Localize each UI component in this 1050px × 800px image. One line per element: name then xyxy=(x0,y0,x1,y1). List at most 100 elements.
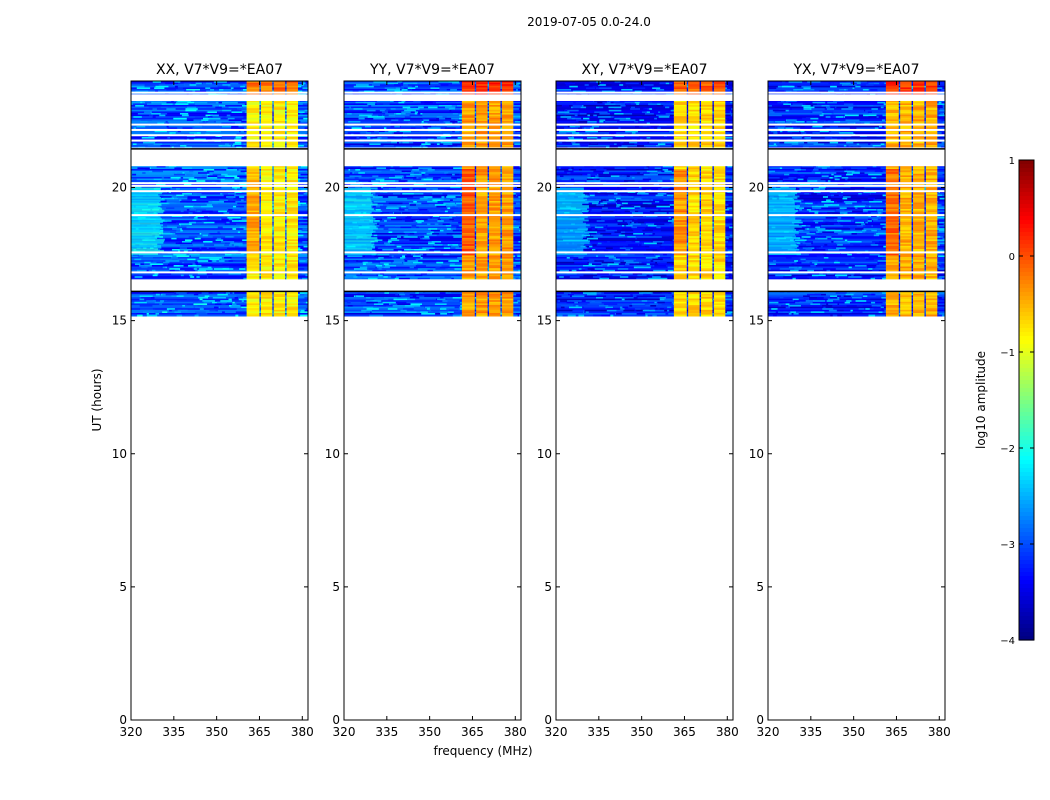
colorbar-segment xyxy=(1019,312,1034,317)
colorbar-segment xyxy=(1019,376,1034,381)
colorbar-segment xyxy=(1019,464,1034,469)
colorbar-segment xyxy=(1019,540,1034,545)
axes-frame xyxy=(130,80,309,721)
colorbar-segment xyxy=(1019,380,1034,385)
y-tick-label: 0 xyxy=(119,713,127,727)
colorbar-segment xyxy=(1019,444,1034,449)
colorbar-segment xyxy=(1019,584,1034,589)
x-tick-label: 320 xyxy=(333,725,356,739)
colorbar-segment xyxy=(1019,332,1034,337)
colorbar-segment xyxy=(1019,364,1034,369)
colorbar-segment xyxy=(1019,228,1034,233)
colorbar-segment xyxy=(1019,276,1034,281)
colorbar-segment xyxy=(1019,460,1034,465)
colorbar-segment xyxy=(1019,372,1034,377)
panel-title: XY, V7*V9=*EA07 xyxy=(582,62,708,78)
colorbar-segment xyxy=(1019,196,1034,201)
colorbar-segment xyxy=(1019,416,1034,421)
y-tick-label: 0 xyxy=(756,713,764,727)
y-tick-label: 5 xyxy=(332,580,340,594)
colorbar-segment xyxy=(1019,448,1034,453)
colorbar-segment xyxy=(1019,512,1034,517)
colorbar-segment xyxy=(1019,612,1034,617)
colorbar-segment xyxy=(1019,528,1034,533)
colorbar-segment xyxy=(1019,408,1034,413)
colorbar-segment xyxy=(1019,360,1034,365)
heatmap-image xyxy=(131,81,308,317)
colorbar-segment xyxy=(1019,520,1034,525)
y-tick-label: 15 xyxy=(537,314,552,328)
colorbar-segment xyxy=(1019,288,1034,293)
colorbar-segment xyxy=(1019,300,1034,305)
colorbar-segment xyxy=(1019,340,1034,345)
colorbar-segment xyxy=(1019,620,1034,625)
x-tick-label: 350 xyxy=(205,725,228,739)
colorbar-segment xyxy=(1019,212,1034,217)
colorbar-segment xyxy=(1019,192,1034,197)
colorbar-segment xyxy=(1019,248,1034,253)
colorbar-segment xyxy=(1019,536,1034,541)
x-tick-label: 365 xyxy=(461,725,484,739)
colorbar-tick-label: 0 xyxy=(1009,252,1015,263)
colorbar-segment xyxy=(1019,468,1034,473)
y-tick-label: 20 xyxy=(112,181,127,195)
colorbar-segment xyxy=(1019,572,1034,577)
x-tick-label: 320 xyxy=(120,725,143,739)
panel: YX, V7*V9=*EA07 320 335 350 365 380 0 5 10 15 20 xyxy=(749,62,951,739)
x-tick-label: 320 xyxy=(757,725,780,739)
y-tick-label: 5 xyxy=(119,580,127,594)
colorbar-segment xyxy=(1019,160,1034,165)
colorbar-segment xyxy=(1019,164,1034,169)
colorbar-segment xyxy=(1019,440,1034,445)
colorbar-segment xyxy=(1019,628,1034,633)
x-tick-label: 380 xyxy=(716,725,739,739)
colorbar-segment xyxy=(1019,272,1034,277)
colorbar-segment xyxy=(1019,604,1034,609)
colorbar-label: log10 amplitude xyxy=(974,351,988,449)
colorbar-segment xyxy=(1019,176,1034,181)
colorbar-segment xyxy=(1019,236,1034,241)
colorbar-segment xyxy=(1019,348,1034,353)
x-tick-label: 365 xyxy=(673,725,696,739)
panel: YY, V7*V9=*EA07 320 335 350 365 380 0 5 10 15 20 xyxy=(325,62,527,739)
colorbar-segment xyxy=(1019,296,1034,301)
colorbar-segment xyxy=(1019,496,1034,501)
colorbar-segment xyxy=(1019,564,1034,569)
colorbar-segment xyxy=(1019,412,1034,417)
x-tick-label: 320 xyxy=(545,725,568,739)
colorbar-segment xyxy=(1019,304,1034,309)
figure-title: 2019-07-05 0.0-24.0 xyxy=(527,15,651,29)
colorbar-segment xyxy=(1019,232,1034,237)
colorbar: −4 −3 −2 −1 0 1 log10 amplitude xyxy=(974,156,1035,647)
colorbar-segment xyxy=(1019,240,1034,245)
heatmap-image xyxy=(344,81,521,317)
x-tick-label: 380 xyxy=(928,725,951,739)
colorbar-segment xyxy=(1019,552,1034,557)
y-axis-label: UT (hours) xyxy=(90,368,104,431)
colorbar-segment xyxy=(1019,432,1034,437)
colorbar-segment xyxy=(1019,624,1034,629)
colorbar-segment xyxy=(1019,396,1034,401)
y-tick-label: 20 xyxy=(749,181,764,195)
panel: XX, V7*V9=*EA07 320 335 350 365 380 0 5 10 15 20 xyxy=(112,62,314,739)
panel-title: XX, V7*V9=*EA07 xyxy=(156,62,283,78)
colorbar-segment xyxy=(1019,308,1034,313)
y-tick-label: 20 xyxy=(325,181,340,195)
colorbar-segment xyxy=(1019,200,1034,205)
colorbar-segment xyxy=(1019,172,1034,177)
x-tick-label: 365 xyxy=(885,725,908,739)
x-tick-label: 335 xyxy=(587,725,610,739)
colorbar-segment xyxy=(1019,280,1034,285)
colorbar-segment xyxy=(1019,560,1034,565)
x-tick-label: 350 xyxy=(630,725,653,739)
colorbar-segment xyxy=(1019,452,1034,457)
colorbar-segment xyxy=(1019,216,1034,221)
colorbar-segment xyxy=(1019,244,1034,249)
x-tick-label: 365 xyxy=(248,725,271,739)
x-tick-label: 380 xyxy=(504,725,527,739)
colorbar-segment xyxy=(1019,368,1034,373)
panel-title: YX, V7*V9=*EA07 xyxy=(793,62,920,78)
colorbar-segment xyxy=(1019,264,1034,269)
colorbar-tick-label: −4 xyxy=(1000,636,1015,647)
